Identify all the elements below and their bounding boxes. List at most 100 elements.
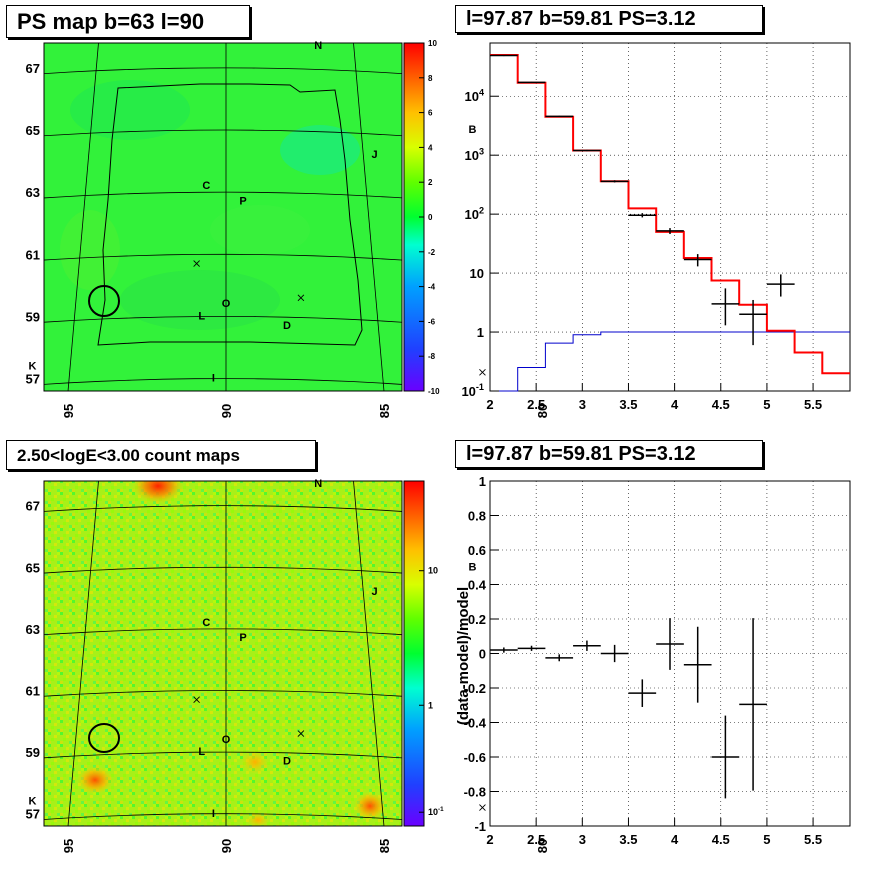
y-tick-label: -0.8 (464, 785, 486, 800)
colorbar-tick-label: -2 (428, 248, 436, 257)
lat-tick-label: 65 (26, 560, 40, 575)
y-tick-label: -1 (474, 819, 486, 834)
x-tick-label: 2.5 (527, 397, 545, 412)
x-tick-label: 3 (579, 397, 586, 412)
source-label-c: C (202, 617, 210, 629)
lat-tick-label: 57 (26, 372, 40, 387)
x-tick-label: 3.5 (619, 397, 637, 412)
source-label-o: O (222, 298, 231, 310)
source-label-i: I (212, 808, 215, 820)
residual-panel: 2 2.5 3 3.5 4 4.5 5 5.5 1 0.8 0.6 0.4 0.2 0 -0.2 -0.4 -0… (455, 474, 851, 847)
lon-line (353, 481, 385, 826)
y-tick-label: 0 (479, 647, 486, 662)
ps-map-grid (44, 43, 402, 391)
y-tick-label: 0.6 (468, 543, 486, 558)
x-tick-label: 3 (579, 832, 586, 847)
residual-axes: 2 2.5 3 3.5 4 4.5 5 5.5 1 0.8 0.6 0.4 0.2 0 -0.2 -0.4 -0… (464, 474, 823, 847)
colorbar-tick-label: 2 (428, 178, 433, 187)
spectrum-frame (489, 42, 851, 392)
x-tick-label: 2 (486, 832, 493, 847)
ps-map-frame (43, 42, 403, 392)
y-tick-label: 104 (464, 87, 484, 104)
colorbar-tick-label: 6 (428, 109, 433, 118)
lon-line (353, 43, 385, 391)
lon-tick-label: 90 (219, 839, 234, 853)
residual-y-label: (data-model)/model (455, 587, 472, 725)
colorbar-tick-label: -4 (428, 283, 436, 292)
background-model-series (490, 331, 850, 392)
target-circle-count (88, 723, 120, 753)
colorbar-tick-label: 10 (428, 566, 438, 576)
count-map-frame (43, 480, 403, 827)
x-tick-label: 4.5 (712, 397, 730, 412)
lon-tick-label: 80 (535, 404, 550, 418)
source-label-d: D (283, 320, 291, 332)
source-label-p: P (239, 632, 246, 644)
count-map-title: 2.50<logE<3.00 count maps (6, 440, 316, 470)
colorbar-tick-label: 0 (428, 213, 433, 222)
ps-map: MQNBJCPFGOLDAKIHE 1009590858067656361595… (26, 40, 550, 418)
x-tick-label: 5 (763, 832, 770, 847)
y-tick-label: 0.8 (468, 509, 486, 524)
background-model-line (490, 331, 850, 392)
y-tick-label: -0.2 (464, 681, 486, 696)
x-tick-label: 4 (671, 397, 679, 412)
colorbar-tick-label: -6 (428, 317, 436, 326)
source-label-k: K (28, 360, 36, 372)
lon-tick-label: 95 (61, 404, 76, 418)
count-colorbar-ticks: 10 1 10-1 (419, 566, 444, 817)
y-tick-label: 0.4 (468, 578, 487, 593)
source-label-i: I (212, 373, 215, 385)
cross-marker (297, 294, 305, 302)
y-tick-label: 10 (470, 266, 484, 281)
lon-tick-label: 80 (535, 839, 550, 853)
lat-tick-label: 59 (26, 309, 40, 324)
source-label-b: B (468, 561, 476, 573)
cross-marker (479, 804, 486, 811)
source-label-j: J (372, 149, 378, 161)
y-tick-label: 103 (464, 146, 484, 163)
lon-tick-label: 85 (377, 839, 392, 853)
x-tick-label: 5.5 (804, 397, 822, 412)
source-label-l: L (198, 311, 205, 323)
source-label-c: C (202, 180, 210, 192)
lat-tick-label: 57 (26, 807, 40, 822)
count-map-grid (44, 481, 402, 826)
lat-tick-label: 63 (26, 622, 40, 637)
data-points-series (490, 54, 795, 346)
source-label-n: N (314, 478, 322, 490)
x-tick-label: 2 (486, 397, 493, 412)
x-tick-label: 5 (763, 397, 770, 412)
y-tick-label: -0.4 (464, 716, 487, 731)
y-tick-label: 1 (477, 325, 484, 340)
y-tick-label: 10-1 (461, 382, 484, 399)
cross-marker (297, 730, 305, 737)
cross-marker (193, 696, 200, 704)
residual-title: l=97.87 b=59.81 PS=3.12 (455, 440, 763, 468)
ps-map-footprint (97, 83, 363, 346)
cross-marker (479, 369, 486, 376)
colorbar-tick-label: -8 (428, 352, 436, 361)
ps-map-axes: 10095908580676563615957 (26, 61, 550, 418)
lat-tick-label: 65 (26, 123, 40, 138)
source-label-b: B (468, 124, 476, 136)
ps-map-title: PS map b=63 l=90 (6, 5, 250, 38)
y-tick-label: 0.2 (468, 612, 486, 627)
lat-tick-label: 67 (26, 499, 40, 514)
x-tick-label: 4.5 (712, 832, 730, 847)
lat-tick-label: 63 (26, 185, 40, 200)
cross-marker (193, 260, 200, 267)
count-map-axes: 10095908580676563615957 (26, 499, 550, 854)
y-tick-label: 1 (479, 474, 486, 489)
x-tick-label: 3.5 (619, 832, 637, 847)
residual-points-series (490, 618, 767, 799)
source-label-n: N (314, 40, 322, 52)
colorbar-tick-label: 1 (428, 700, 433, 710)
colorbar-tick-label: 8 (428, 74, 433, 83)
lat-tick-label: 61 (26, 683, 40, 698)
source-label-l: L (198, 746, 205, 758)
x-tick-label: 5.5 (804, 832, 822, 847)
lat-tick-label: 59 (26, 745, 40, 760)
source-label-p: P (239, 196, 246, 208)
